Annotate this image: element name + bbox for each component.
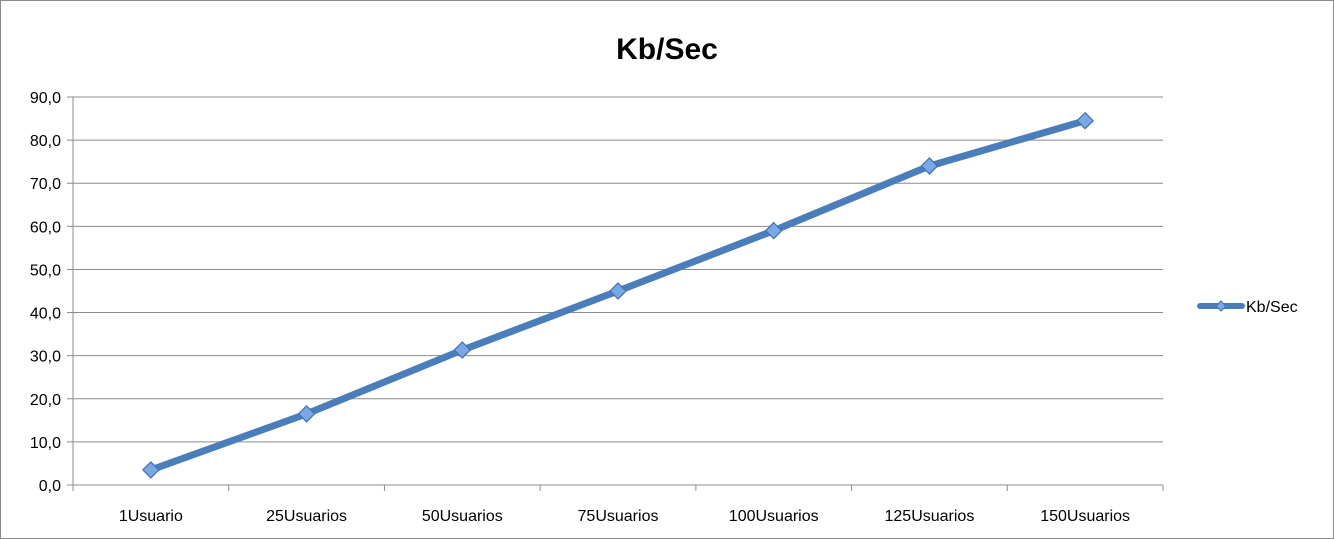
y-tick-label: 50,0 [30,262,61,279]
y-tick-label: 30,0 [30,349,61,366]
y-tick-label: 40,0 [30,306,61,323]
gridlines [73,96,1163,443]
x-tick-label: 100Usuarios [729,508,819,525]
chart-title: Kb/Sec [616,33,718,66]
y-tick-label: 20,0 [30,392,61,409]
data-point-50usuarios [453,341,472,359]
y-tick-labels: 0,0 10,0 20,0 30,0 40,0 50,0 60,0 70,0 80,0 90,0 [30,90,61,495]
data-point-1usuario [142,461,160,479]
y-tick-label: 0,0 [39,478,61,495]
data-point-25usuarios [297,405,316,423]
y-tick-label: 90,0 [30,90,61,107]
data-point-125usuarios [920,157,939,175]
data-point-75usuarios [609,282,627,300]
axes [67,96,1164,491]
x-tick-label: 75Usuarios [578,508,659,525]
data-point-100usuarios [764,221,783,240]
x-tick-label: 50Usuarios [422,508,503,525]
y-tick-label: 10,0 [30,435,61,452]
y-tick-label: 70,0 [30,176,61,193]
x-tick-labels: 1Usuario 25Usuarios 50Usuarios 75Usuarios 10… [119,508,1130,525]
legend-marker-diamond [1215,300,1227,312]
x-tick-label: 125Usuarios [885,508,975,525]
y-tick-label: 80,0 [30,133,61,150]
y-tick-label: 60,0 [30,219,61,236]
legend: Kb/Sec [1197,299,1298,316]
x-tick-label: 25Usuarios [266,508,347,525]
series-kb-sec [142,111,1094,479]
x-tick-label: 1Usuario [119,508,183,525]
legend-label: Kb/Sec [1246,299,1298,316]
data-point-150usuarios [1076,111,1094,130]
x-tick-label: 150Usuarios [1040,508,1130,525]
